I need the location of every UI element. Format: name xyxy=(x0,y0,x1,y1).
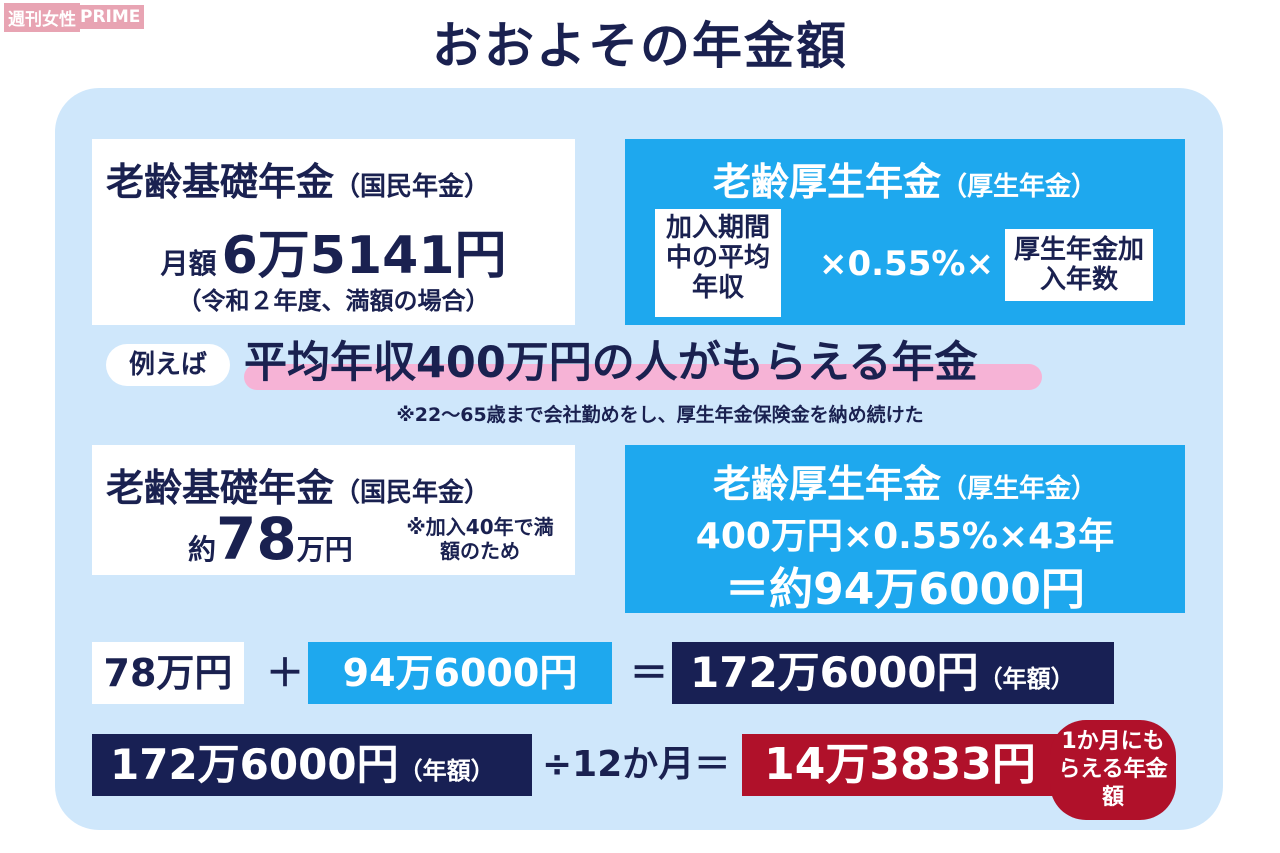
annual-box: 172万6000円（年額） xyxy=(92,734,532,796)
divide-text: ÷12か月＝ xyxy=(542,744,731,785)
kiso-paren: （国民年金） xyxy=(334,172,491,202)
kosei-calc-box: 老齢厚生年金（厚生年金） 400万円×0.55%×43年 ＝約94万6000円 xyxy=(625,445,1185,615)
sum-total: 172万6000円 xyxy=(690,648,979,697)
kosei-formula-box: 老齢厚生年金（厚生年金） 加入期間中の平均年収 ×0.55%× 厚生年金加入年数 xyxy=(625,139,1185,325)
example-tag: 例えば xyxy=(106,344,230,386)
kiso-monthly-value: 6万5141円 xyxy=(221,226,507,286)
kiso-monthly-label: 月額 xyxy=(160,247,217,280)
kosei-rate: ×0.55%× xyxy=(819,244,994,284)
logo-text: 週刊女性 xyxy=(4,2,80,32)
kiso-name: 老齢基礎年金 xyxy=(106,160,335,204)
kosei-paren: （厚生年金） xyxy=(941,172,1098,202)
kiso-note: （令和２年度、満額の場合） xyxy=(177,287,490,315)
sum-b: 94万6000円 xyxy=(308,642,612,704)
kiso-calc-value: 78 xyxy=(216,505,297,573)
kosei-calc-paren: （厚生年金） xyxy=(941,474,1098,504)
kiso-calc-name: 老齢基礎年金 xyxy=(106,466,335,510)
kosei-name: 老齢厚生年金 xyxy=(712,160,941,204)
kiso-calc-paren: （国民年金） xyxy=(334,478,491,508)
kosei-calc-line2: ＝約94万6000円 xyxy=(725,564,1085,615)
kiso-formula-box: 老齢基礎年金（国民年金） 月額 6万5141円 （令和２年度、満額の場合） xyxy=(92,139,575,325)
headline-highlight xyxy=(244,364,1042,390)
annual-value: 172万6000円 xyxy=(110,740,399,789)
sum-total-paren: （年額） xyxy=(978,665,1075,693)
kiso-calc-box: 老齢基礎年金（国民年金） 約78万円 ※加入40年で満額のため xyxy=(92,445,575,575)
example-headline: 平均年収400万円の人がもらえる年金 xyxy=(244,338,978,388)
monthly-result: 14万3833円 xyxy=(742,734,1058,796)
kosei-calc-name: 老齢厚生年金 xyxy=(712,462,941,506)
sum-a: 78万円 xyxy=(92,642,244,704)
annual-paren: （年額） xyxy=(398,757,495,785)
page-title: おおよその年金額 xyxy=(432,17,848,75)
sum-total-box: 172万6000円（年額） xyxy=(672,642,1114,704)
sum-plus: ＋ xyxy=(266,651,305,695)
logo-text-prime: PRIME xyxy=(80,5,145,29)
kiso-calc-note: ※加入40年で満額のため xyxy=(406,515,554,563)
monthly-badge: 1か月にもらえる年金額 xyxy=(1050,720,1176,820)
sum-eq: ＝ xyxy=(630,651,669,695)
logo: 週刊女性 PRIME xyxy=(4,2,145,32)
kosei-calc-line1: 400万円×0.55%×43年 xyxy=(695,516,1115,557)
kiso-calc-prefix: 約 xyxy=(188,533,217,566)
example-note: ※22〜65歳まで会社勤めをし、厚生年金保険金を納め続けた xyxy=(396,404,924,426)
kiso-calc-unit: 万円 xyxy=(296,533,353,566)
monthly-badge-text: 1か月にもらえる年金額 xyxy=(1058,729,1168,810)
kosei-left-box: 加入期間中の平均年収 xyxy=(655,209,781,317)
kosei-right-box: 厚生年金加入年数 xyxy=(1005,229,1153,301)
